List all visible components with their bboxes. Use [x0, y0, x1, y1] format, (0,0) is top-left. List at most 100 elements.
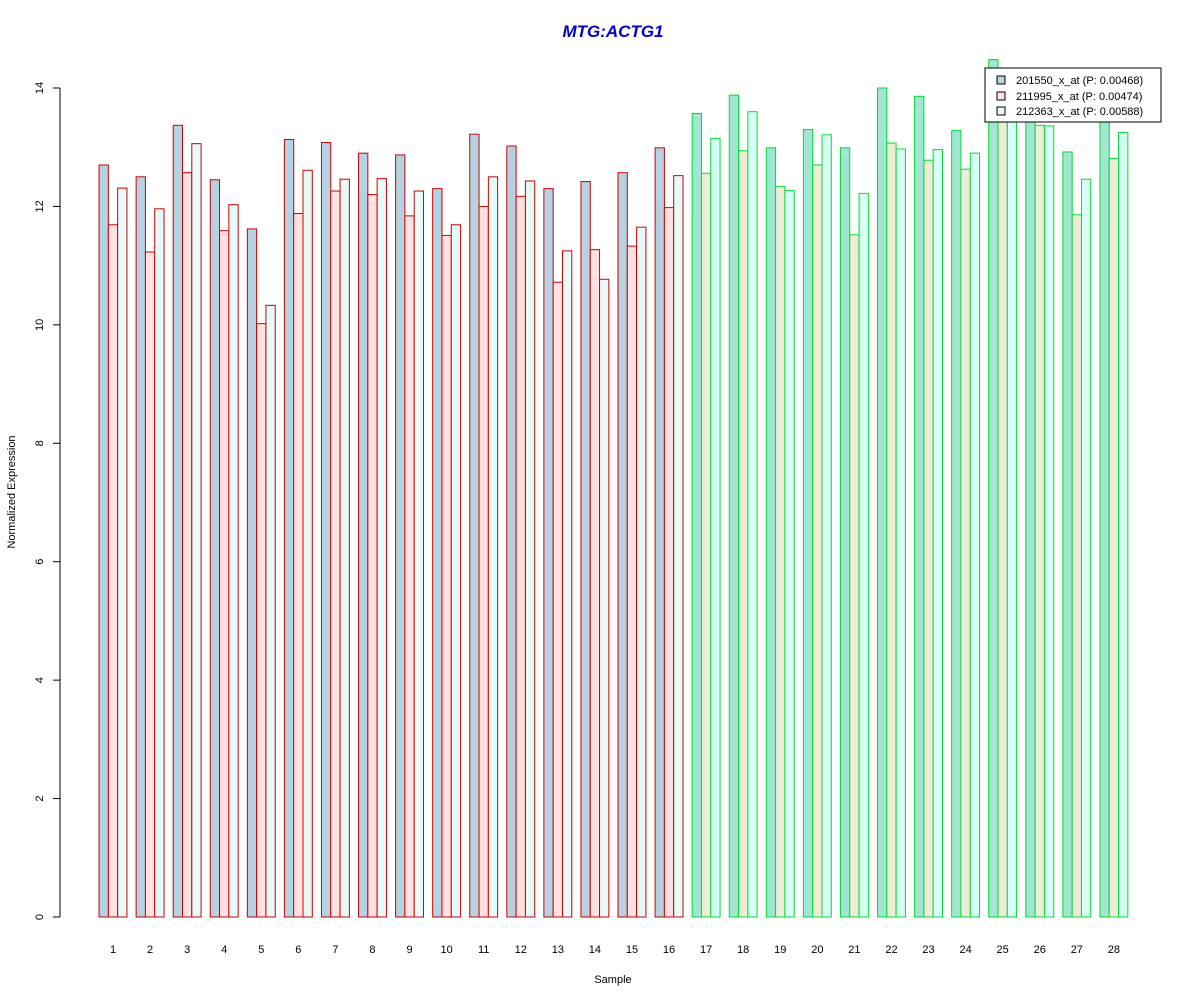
- bar-sample-27-series-2: [1071, 214, 1082, 918]
- x-tick-label: 10: [441, 944, 453, 956]
- x-tick-label: 28: [1108, 944, 1120, 956]
- bar-sample-6-series-3: [302, 169, 313, 918]
- bar-sample-17-series-2: [700, 172, 712, 918]
- bar-sample-10-series-3: [450, 224, 462, 918]
- bar-sample-23-series-3: [932, 149, 943, 918]
- x-tick-label: 22: [885, 944, 897, 956]
- y-tick-label: 6: [34, 559, 46, 565]
- legend-label-2: 211995_x_at (P: 0.00474): [1016, 91, 1142, 103]
- bar-sample-12-series-1: [506, 145, 517, 918]
- bar-sample-18-series-3: [747, 111, 758, 918]
- bar-sample-5-series-1: [246, 228, 258, 918]
- x-tick-label: 17: [700, 944, 712, 956]
- bar-sample-22-series-2: [886, 142, 897, 918]
- legend: 201550_x_at (P: 0.00468) 211995_x_at (P:…: [984, 67, 1162, 123]
- bar-sample-9-series-3: [413, 190, 425, 918]
- bar-sample-12-series-3: [524, 180, 536, 918]
- bar-sample-1-series-3: [117, 187, 128, 918]
- y-axis-label: Normalized Expression: [6, 435, 18, 548]
- bar-sample-27-series-3: [1080, 178, 1092, 918]
- bar-sample-23-series-1: [914, 95, 925, 918]
- bar-sample-26-series-3: [1043, 125, 1055, 918]
- bar-sample-1-series-2: [107, 224, 119, 918]
- bar-sample-26-series-1: [1025, 115, 1036, 918]
- bar-sample-24-series-2: [960, 168, 971, 918]
- bars-layer: [98, 59, 1129, 918]
- bar-sample-12-series-2: [515, 195, 526, 918]
- bar-sample-24-series-3: [969, 152, 981, 918]
- bar-sample-6-series-2: [293, 213, 304, 918]
- legend-box: [984, 67, 1162, 123]
- bar-sample-11-series-2: [478, 205, 489, 918]
- y-tick-label: 0: [34, 914, 46, 920]
- bar-sample-25-series-2: [997, 118, 1008, 918]
- bar-sample-5-series-2: [256, 323, 267, 918]
- x-tick-label: 5: [258, 944, 264, 956]
- chart-title: MTG:ACTG1: [562, 22, 663, 41]
- bar-sample-20-series-3: [821, 134, 832, 918]
- bar-sample-16-series-2: [663, 207, 675, 918]
- bar-sample-4-series-2: [219, 230, 230, 918]
- bar-sample-22-series-1: [877, 87, 888, 918]
- y-tick-label: 12: [34, 200, 46, 212]
- bar-sample-4-series-3: [228, 204, 239, 918]
- legend-swatch-2: [996, 91, 1006, 101]
- x-tick-label: 24: [959, 944, 971, 956]
- bar-sample-8-series-2: [367, 194, 378, 918]
- bar-sample-9-series-2: [404, 215, 415, 918]
- bar-sample-6-series-1: [283, 139, 295, 918]
- x-tick-label: 23: [922, 944, 934, 956]
- bar-sample-13-series-1: [543, 188, 554, 918]
- bar-sample-2-series-3: [154, 208, 165, 918]
- x-tick-label: 8: [369, 944, 375, 956]
- bar-sample-3-series-2: [181, 172, 193, 918]
- y-tick-label: 8: [34, 440, 46, 446]
- x-tick-label: 12: [515, 944, 527, 956]
- x-tick-label: 13: [552, 944, 564, 956]
- bar-sample-26-series-2: [1034, 124, 1045, 918]
- bar-sample-7-series-1: [320, 141, 332, 918]
- y-tick-label: 14: [34, 82, 46, 94]
- bar-sample-14-series-2: [589, 249, 601, 918]
- bar-sample-15-series-2: [626, 245, 638, 918]
- bar-sample-25-series-3: [1006, 119, 1018, 918]
- bar-sample-21-series-1: [839, 147, 851, 918]
- bar-sample-23-series-2: [923, 159, 934, 918]
- legend-label-1: 201550_x_at (P: 0.00468): [1016, 75, 1143, 87]
- bar-sample-28-series-1: [1099, 101, 1110, 918]
- bar-sample-17-series-3: [710, 137, 721, 918]
- bar-sample-17-series-1: [691, 112, 702, 918]
- x-tick-labels: 1 2 3 4 5 6 7 8 9 10 11 12 13 14 15 16 17 18 19 20 21 22 23 24 2…: [110, 944, 1120, 956]
- bar-sample-13-series-3: [561, 250, 573, 918]
- legend-label-3: 212363_x_at (P: 0.00588): [1016, 106, 1143, 118]
- bar-sample-20-series-1: [802, 128, 814, 918]
- bar-sample-20-series-2: [812, 164, 823, 918]
- bar-sample-15-series-1: [617, 172, 628, 918]
- bar-sample-2-series-2: [144, 251, 156, 918]
- bar-sample-7-series-3: [339, 178, 350, 918]
- bar-sample-7-series-2: [330, 190, 341, 918]
- x-tick-label: 11: [478, 944, 489, 956]
- x-tick-label: 18: [737, 944, 749, 956]
- bar-sample-19-series-2: [775, 185, 786, 918]
- bar-sample-11-series-1: [469, 133, 480, 918]
- bar-sample-28-series-2: [1108, 157, 1120, 918]
- x-tick-label: 6: [295, 944, 301, 956]
- x-tick-label: 9: [406, 944, 412, 956]
- x-tick-label: 15: [626, 944, 638, 956]
- bar-sample-9-series-1: [395, 154, 406, 918]
- x-tick-label: 20: [811, 944, 823, 956]
- y-tick-label: 4: [34, 677, 46, 683]
- bar-sample-27-series-1: [1062, 151, 1073, 918]
- bar-sample-3-series-3: [191, 143, 202, 918]
- axes-layer: [53, 87, 61, 918]
- bar-sample-16-series-3: [673, 175, 684, 918]
- x-axis-label: Sample: [594, 974, 631, 986]
- bar-sample-28-series-3: [1118, 131, 1129, 918]
- bar-sample-18-series-2: [738, 150, 749, 918]
- bar-sample-11-series-3: [487, 176, 499, 918]
- bar-sample-24-series-1: [951, 130, 962, 918]
- bar-sample-10-series-2: [441, 234, 452, 918]
- x-tick-label: 4: [221, 944, 227, 956]
